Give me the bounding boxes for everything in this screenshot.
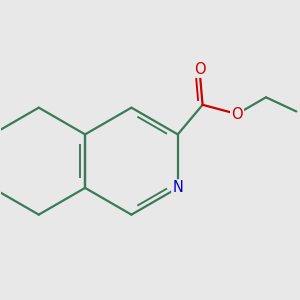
Text: N: N [172, 180, 183, 195]
Text: O: O [231, 106, 243, 122]
Text: O: O [194, 62, 205, 77]
